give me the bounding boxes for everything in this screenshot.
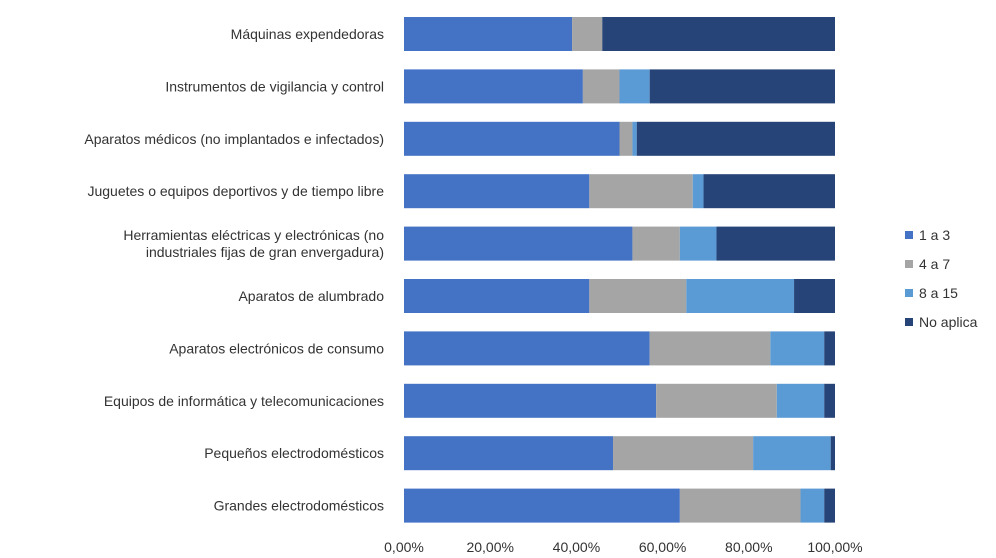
bar-segment-8-8-a-15 — [776, 383, 825, 418]
bar-segment-7-8-a-15 — [770, 331, 825, 366]
bar-segment-3-no-aplica — [636, 121, 835, 156]
legend-label: 8 a 15 — [919, 285, 958, 301]
legend-label: 1 a 3 — [919, 227, 950, 243]
bar-segment-2-no-aplica — [649, 69, 835, 104]
category-label: Aparatos de alumbrado — [238, 288, 384, 304]
legend-label: 4 a 7 — [919, 256, 950, 272]
bar-segment-8-1-a-3 — [404, 383, 657, 418]
bar-segment-5-8-a-15 — [679, 226, 717, 261]
category-labels: Máquinas expendedoras Instrumentos de vig… — [84, 26, 384, 514]
category-label: Equipos de informática y telecomunicacio… — [104, 393, 384, 409]
legend-label: No aplica — [919, 314, 978, 330]
bar-segment-7-1-a-3 — [404, 331, 650, 366]
x-tick-label: 40,00% — [553, 539, 600, 555]
category-label: Aparatos electrónicos de consumo — [169, 340, 384, 356]
category-label: Grandes electrodomésticos — [214, 498, 384, 514]
bar-segment-5-no-aplica — [716, 226, 835, 261]
bar-segment-9-8-a-15 — [753, 436, 831, 471]
bar-segment-6-1-a-3 — [404, 279, 590, 313]
legend: 1 a 3 4 a 7 8 a 15 No aplica — [905, 227, 978, 330]
legend-swatch — [905, 318, 913, 326]
x-tick-label: 80,00% — [725, 539, 772, 555]
bar-segment-9-1-a-3 — [404, 436, 614, 471]
bar-segment-7-4-a-7 — [649, 331, 771, 366]
bar-segment-9-4-a-7 — [613, 436, 754, 471]
bar-segment-1-1-a-3 — [404, 17, 573, 51]
legend-swatch — [905, 231, 913, 239]
bar-segment-6-4-a-7 — [589, 279, 687, 313]
bar-segment-10-no-aplica — [824, 488, 835, 523]
bar-segment-8-4-a-7 — [656, 383, 777, 418]
bar-segment-9-no-aplica — [830, 436, 835, 471]
bar-segment-6-no-aplica — [794, 279, 835, 313]
bar-segment-3-1-a-3 — [404, 121, 620, 156]
legend-swatch — [905, 289, 913, 297]
bar-segment-3-8-a-15 — [632, 121, 637, 156]
x-tick-label: 60,00% — [639, 539, 686, 555]
category-label: Pequeños electrodomésticos — [204, 445, 384, 461]
bar-segment-2-4-a-7 — [582, 69, 620, 104]
category-label: Aparatos médicos (no implantados e infec… — [84, 131, 384, 147]
bars-group — [404, 17, 835, 523]
x-axis-tick-labels: 0,00% 20,00% 40,00% 60,00% 80,00% 100,00% — [384, 539, 862, 555]
bar-segment-1-4-a-7 — [572, 17, 603, 51]
category-label: Máquinas expendedoras — [231, 26, 384, 42]
bar-segment-8-no-aplica — [824, 383, 835, 418]
bar-segment-5-1-a-3 — [404, 226, 633, 261]
bar-segment-2-8-a-15 — [619, 69, 650, 104]
x-tick-label: 0,00% — [384, 539, 424, 555]
category-label: Instrumentos de vigilancia y control — [165, 78, 384, 94]
bar-segment-10-4-a-7 — [679, 488, 801, 523]
bar-segment-4-1-a-3 — [404, 174, 590, 209]
bar-segment-3-4-a-7 — [619, 121, 633, 156]
legend-swatch — [905, 260, 913, 268]
bar-segment-4-8-a-15 — [692, 174, 704, 209]
x-tick-label: 20,00% — [466, 539, 513, 555]
bar-segment-4-4-a-7 — [589, 174, 693, 209]
bar-segment-5-4-a-7 — [632, 226, 680, 261]
x-tick-label: 100,00% — [807, 539, 862, 555]
bar-segment-2-1-a-3 — [404, 69, 583, 104]
category-label: Juguetes o equipos deportivos y de tiemp… — [87, 183, 384, 199]
bar-segment-4-no-aplica — [703, 174, 835, 209]
category-label: Herramientas eléctricas y electrónicas (… — [123, 227, 384, 260]
bar-segment-10-1-a-3 — [404, 488, 680, 523]
bar-segment-1-no-aplica — [602, 17, 835, 51]
bar-segment-6-8-a-15 — [686, 279, 795, 313]
bar-segment-10-8-a-15 — [800, 488, 825, 523]
bar-segment-7-no-aplica — [824, 331, 835, 366]
